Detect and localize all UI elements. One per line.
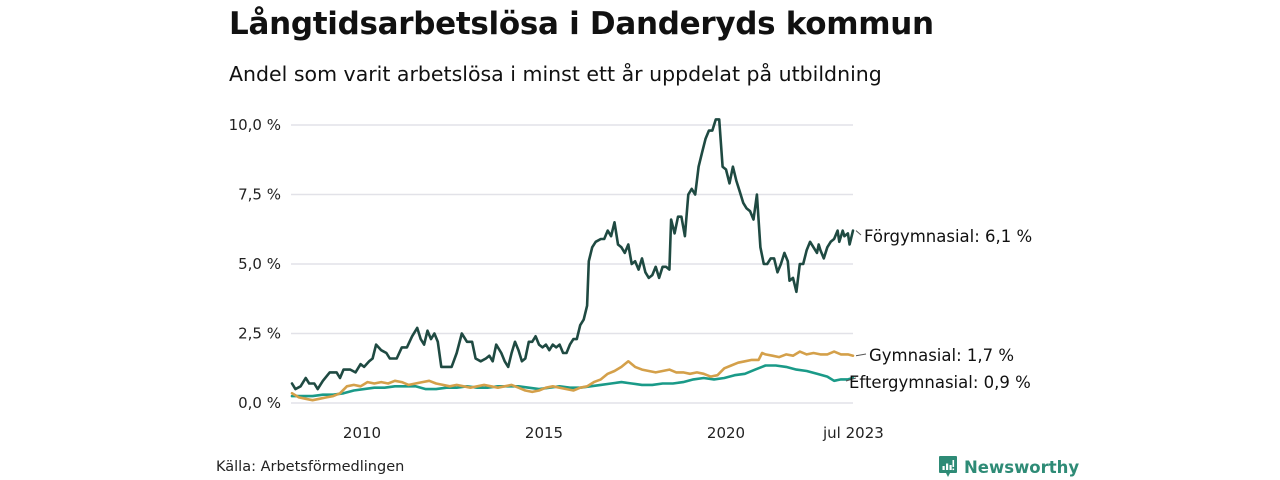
label-leader-line bbox=[855, 353, 867, 357]
x-tick-label: 2010 bbox=[343, 424, 381, 442]
series-line-forgymnasial bbox=[290, 118, 855, 391]
label-leader-line bbox=[845, 377, 857, 382]
brand-logo[interactable]: Newsworthy bbox=[938, 455, 1079, 479]
gridlines bbox=[291, 124, 853, 404]
x-tick-label: 2020 bbox=[707, 424, 745, 442]
series-label-forgymnasial: Förgymnasial: 6,1 % bbox=[864, 227, 1032, 246]
y-tick-label: 7,5 % bbox=[238, 186, 281, 204]
series-label-gymnasial: Gymnasial: 1,7 % bbox=[869, 346, 1014, 365]
series-lines bbox=[290, 118, 855, 402]
series-label-eftergymnasial: Eftergymnasial: 0,9 % bbox=[849, 373, 1031, 392]
y-axis-ticks: 0,0 % 2,5 % 5,0 % 7,5 % 10,0 % bbox=[229, 116, 281, 412]
y-tick-label: 10,0 % bbox=[229, 116, 281, 134]
y-tick-label: 2,5 % bbox=[238, 325, 281, 343]
label-leader-line bbox=[855, 230, 862, 236]
brand-name: Newsworthy bbox=[964, 457, 1080, 477]
y-tick-label: 0,0 % bbox=[238, 394, 281, 412]
source-note: Källa: Arbetsförmedlingen bbox=[216, 459, 405, 475]
series-line-gymnasial bbox=[290, 350, 855, 402]
y-tick-label: 5,0 % bbox=[238, 255, 281, 273]
series-labels: Förgymnasial: 6,1 % Gymnasial: 1,7 % Efter… bbox=[845, 227, 1032, 392]
chart-subtitle: Andel som varit arbetslösa i minst ett å… bbox=[229, 62, 882, 86]
x-tick-label: 2015 bbox=[525, 424, 563, 442]
x-axis-ticks: 2010 2015 2020 jul 2023 bbox=[343, 424, 884, 442]
bar-chart-speech-bubble-icon bbox=[939, 456, 957, 477]
x-tick-label: jul 2023 bbox=[822, 424, 884, 442]
chart-title: Långtidsarbetslösa i Danderyds kommun bbox=[229, 6, 934, 42]
